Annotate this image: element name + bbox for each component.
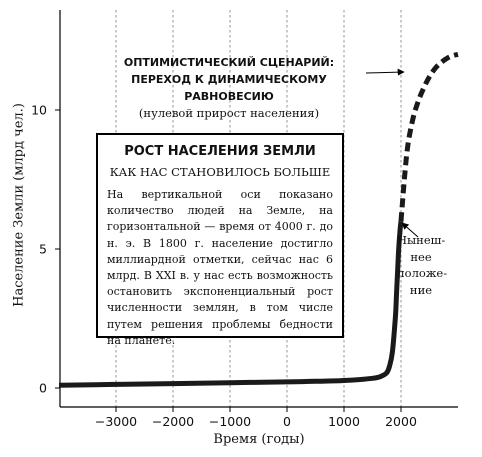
x-axis-label: Время (годы) [213,432,305,447]
x-tick-label: 2000 [385,414,417,429]
y-tick-label: 0 [39,381,47,396]
x-tick-label: −2000 [152,414,194,429]
y-axis-label-wrap: Население Земли (млрд чел.) [4,10,34,400]
scenario-arrow [365,68,405,76]
x-tick-label: −1000 [209,414,251,429]
arrows [365,68,419,238]
ticks: −3000 −2000 −1000 0 1000 2000 0 5 10 [31,103,417,430]
scenario-line-2: ПЕРЕХОД К ДИНАМИЧЕСКОМУ РАВНОВЕСИЮ [131,73,327,103]
projection-line-dashed [398,51,459,222]
scenario-annotation: ОПТИМИСТИЧЕСКИЙ СЦЕНАРИЙ: ПЕРЕХОД К ДИНА… [104,54,354,122]
x-tick-label: 0 [283,414,291,429]
series-lines [58,51,459,388]
x-tick-label: 1000 [328,414,360,429]
y-tick-label: 5 [39,242,47,257]
y-axis-label: Население Земли (млрд чел.) [11,103,27,307]
current-position-note: Нынеш­нее положе­ние [397,233,448,297]
x-tick-label: −3000 [95,414,137,429]
population-line-solid [58,220,404,388]
info-box-text: На вертикальной оси показано количество … [107,188,333,347]
grid-lines [115,10,402,407]
axes [59,10,458,408]
y-tick-label: 10 [31,103,47,118]
scenario-line-1: ОПТИМИСТИЧЕСКИЙ СЦЕНАРИЙ: [123,56,335,69]
scenario-line-3: (нулевой прирост населения) [138,106,320,120]
current-position-arrow [401,222,419,238]
info-box-title: РОСТ НАСЕЛЕНИЯ ЗЕМЛИ [124,144,316,159]
info-box: РОСТ НАСЕЛЕНИЯ ЗЕМЛИ КАК НАС СТАНОВИЛОСЬ… [96,133,344,347]
info-box-subtitle: КАК НАС СТАНОВИЛОСЬ БОЛЬШЕ [109,165,331,179]
